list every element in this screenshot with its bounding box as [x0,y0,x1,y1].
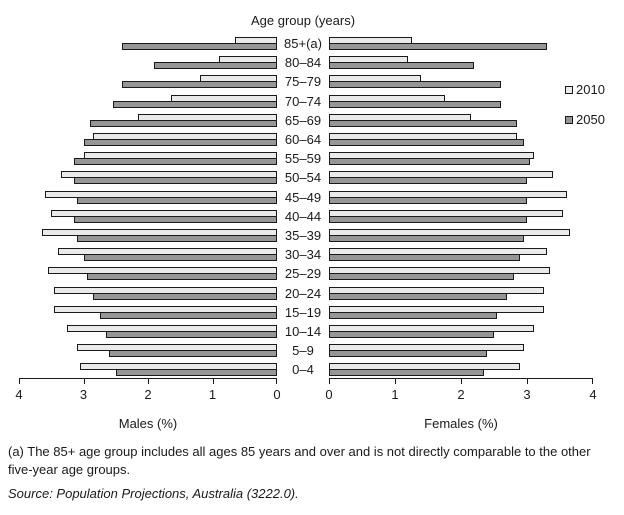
age-group-label: 80–84 [284,55,322,70]
males-plot-area [19,37,277,378]
males-2050-bar [73,177,277,184]
females-2050-bar [329,273,514,280]
axis-tick [461,379,462,384]
females-2050-bar [329,254,521,261]
axis-tick-label: 3 [79,387,88,402]
males-2050-bar [154,62,277,69]
axis-tick [148,379,149,384]
males-2050-bar [122,81,277,88]
legend-swatch-2050-icon [565,115,573,124]
age-group-label: 15–19 [284,305,322,320]
males-2050-bar [122,43,277,50]
age-group-label: 35–39 [284,228,322,243]
females-2050-bar [329,331,494,338]
age-group-label: 0–4 [292,362,314,377]
axis-tick [395,379,396,384]
age-group-label: 60–64 [284,132,322,147]
footnote: (a) The 85+ age group includes all ages … [8,444,591,477]
age-group-label: 40–44 [284,209,322,224]
axis-tick-label: 0 [273,387,281,402]
age-group-label: 5–9 [292,343,314,358]
age-group-label: 45–49 [284,190,322,205]
males-2050-bar [83,139,277,146]
females-2050-bar [329,293,508,300]
age-group-label: 65–69 [284,113,322,128]
age-group-label: 50–54 [284,170,322,185]
males-2050-bar [86,273,277,280]
females-2050-bar [329,197,527,204]
age-group-label: 10–14 [284,324,322,339]
males-2050-bar [99,312,277,319]
axis-tick-label: 0 [325,387,333,402]
females-2050-bar [329,62,475,69]
females-2050-bar [329,101,501,108]
age-group-label: 25–29 [284,266,322,281]
males-2050-bar [93,293,277,300]
males-2050-bar [77,235,277,242]
legend-label-2010: 2010 [576,82,605,97]
axis-tick-label: 4 [589,387,597,402]
legend-item-2050: 2050 [565,112,605,127]
age-group-label: 70–74 [284,94,322,109]
age-group-label: 75–79 [284,74,322,89]
females-2050-bar [329,158,531,165]
females-2050-bar [329,369,485,376]
females-plot-area [329,37,593,378]
males-2050-bar [73,158,277,165]
axis-tick [212,379,214,384]
males-2050-bar [112,101,277,108]
axis-tick-label: 1 [391,387,399,402]
legend-label-2050: 2050 [576,112,605,127]
age-group-label: 20–24 [284,286,322,301]
age-group-label: 55–59 [284,151,322,166]
females-2050-bar [329,139,524,146]
axis-tick-label: 1 [208,387,217,402]
source-note: Source: Population Projections, Australi… [8,486,299,501]
males-2050-bar [77,197,277,204]
axis-tick-label: 2 [457,387,465,402]
males-2050-bar [89,120,277,127]
age-group-label-column: 85+(a) 80–84 75–79 70–74 65–69 60–64 55–59 50–5… [277,37,329,378]
axis-tick [83,379,85,384]
legend: 2010 2050 [565,82,605,143]
age-group-label: 85+(a) [284,36,322,51]
females-2050-bar [329,216,527,223]
legend-swatch-2010-icon [565,85,573,94]
axis-tick [329,379,330,384]
axis-tick [19,379,20,384]
age-group-label: 30–34 [284,247,322,262]
females-2050-bar [329,120,518,127]
axis-tick-label: 3 [523,387,531,402]
females-2050-bar [329,350,488,357]
females-axis: 0 1 2 3 4 Females (%) [325,378,597,431]
males-2050-bar [109,350,277,357]
males-2050-bar [106,331,277,338]
axis-tick-label: 4 [15,387,23,402]
females-2050-bar [329,43,547,50]
females-2050-bar [329,235,524,242]
females-2050-bar [329,81,501,88]
chart-title: Age group (years) [250,13,356,28]
legend-item-2010: 2010 [565,82,605,97]
males-2050-bar [115,369,277,376]
females-2050-bar [329,177,527,184]
axis-tick [592,379,593,384]
axis-tick [276,379,277,384]
males-axis: 4 3 2 1 0 Males (%) [15,378,281,431]
females-axis-title: Females (%) [424,416,498,431]
females-2050-bar [329,312,498,319]
males-axis-title: Males (%) [118,416,178,431]
males-2050-bar [83,254,277,261]
males-2050-bar [73,216,277,223]
axis-tick-label: 2 [144,387,152,402]
axis-tick [527,379,528,384]
